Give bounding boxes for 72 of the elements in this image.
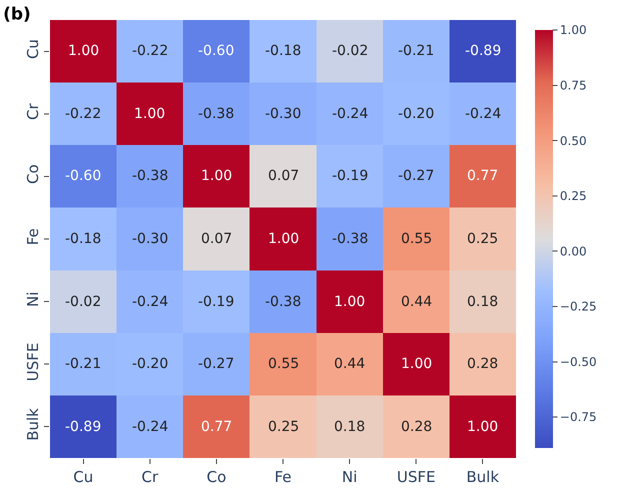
data-label: -0.24 xyxy=(132,419,168,435)
data-label: -0.21 xyxy=(398,43,434,59)
data-label: -0.18 xyxy=(65,231,102,247)
data-label: -0.89 xyxy=(465,43,502,59)
x-tick-label: USFE xyxy=(396,468,436,486)
y-tick-label: Cu xyxy=(24,39,42,60)
data-label: -0.89 xyxy=(65,419,102,435)
color-bar-label: −0.50 xyxy=(560,354,597,369)
data-label: 1.00 xyxy=(401,356,432,372)
color-bar-label: 0.00 xyxy=(560,244,587,258)
data-label: -0.38 xyxy=(132,168,168,184)
x-tick-label: Cu xyxy=(73,468,94,486)
data-label: 1.00 xyxy=(334,294,366,310)
data-label: -0.22 xyxy=(65,106,102,122)
data-label: 0.07 xyxy=(268,168,300,184)
data-label: 0.28 xyxy=(401,419,432,435)
color-bar-label: 0.75 xyxy=(560,78,587,92)
x-tick-label: Fe xyxy=(274,468,292,486)
data-label: 1.00 xyxy=(467,419,498,435)
data-label: -0.30 xyxy=(132,231,168,247)
data-label: -0.18 xyxy=(265,43,302,59)
data-label: -0.02 xyxy=(332,43,368,59)
data-label: 1.00 xyxy=(134,106,166,122)
data-label: 0.07 xyxy=(201,231,232,247)
y-tick-label: USFE xyxy=(24,342,42,382)
data-label: -0.38 xyxy=(332,231,368,247)
data-label: -0.38 xyxy=(198,106,234,122)
data-label: -0.22 xyxy=(132,43,168,59)
data-label: -0.60 xyxy=(65,168,102,184)
color-bar-label: 0.50 xyxy=(560,134,587,148)
data-label: -0.20 xyxy=(132,356,168,372)
data-label: 0.25 xyxy=(467,231,498,247)
data-label: -0.30 xyxy=(265,106,302,122)
data-label: 0.18 xyxy=(467,294,498,310)
y-tick-label: Fe xyxy=(24,228,42,246)
chart-title: (b) xyxy=(3,4,31,24)
data-label: 0.18 xyxy=(334,419,366,435)
data-label: -0.24 xyxy=(332,106,368,122)
y-tick-label: Cr xyxy=(24,102,42,120)
x-tick-label: Co xyxy=(206,468,226,486)
data-label: 0.44 xyxy=(334,356,366,372)
data-label: -0.38 xyxy=(265,294,302,310)
data-label: 1.00 xyxy=(68,43,100,59)
data-label: 0.77 xyxy=(467,168,498,184)
x-tick-label: Ni xyxy=(342,468,358,486)
data-label: -0.20 xyxy=(398,106,434,122)
y-tick-label: Co xyxy=(24,164,42,184)
data-label: -0.02 xyxy=(65,294,102,310)
data-label: -0.19 xyxy=(332,168,368,184)
y-tick-label: Bulk xyxy=(24,408,42,441)
y-tick-label: Ni xyxy=(24,292,42,308)
data-label: -0.60 xyxy=(198,43,234,59)
data-label: 0.25 xyxy=(268,419,300,435)
data-label: 0.77 xyxy=(201,419,232,435)
color-bar-label: −0.25 xyxy=(560,300,597,314)
color-bar-label: 0.25 xyxy=(560,189,587,204)
color-bar-label: 1.00 xyxy=(560,23,587,38)
data-label: 0.55 xyxy=(268,356,300,372)
data-label: -0.21 xyxy=(65,356,102,372)
data-label: -0.27 xyxy=(198,356,234,372)
data-label: 0.55 xyxy=(401,231,432,247)
data-label: 1.00 xyxy=(268,231,300,247)
data-label: 0.44 xyxy=(401,294,432,310)
data-label: -0.24 xyxy=(465,106,502,122)
data-label: 1.00 xyxy=(201,168,232,184)
x-tick-label: Bulk xyxy=(466,468,500,486)
x-tick-label: Cr xyxy=(142,468,160,486)
data-label: -0.27 xyxy=(398,168,434,184)
color-bar-label: −0.75 xyxy=(560,410,597,424)
data-label: -0.19 xyxy=(198,294,234,310)
data-label: 0.28 xyxy=(467,356,498,372)
data-label: -0.24 xyxy=(132,294,168,310)
